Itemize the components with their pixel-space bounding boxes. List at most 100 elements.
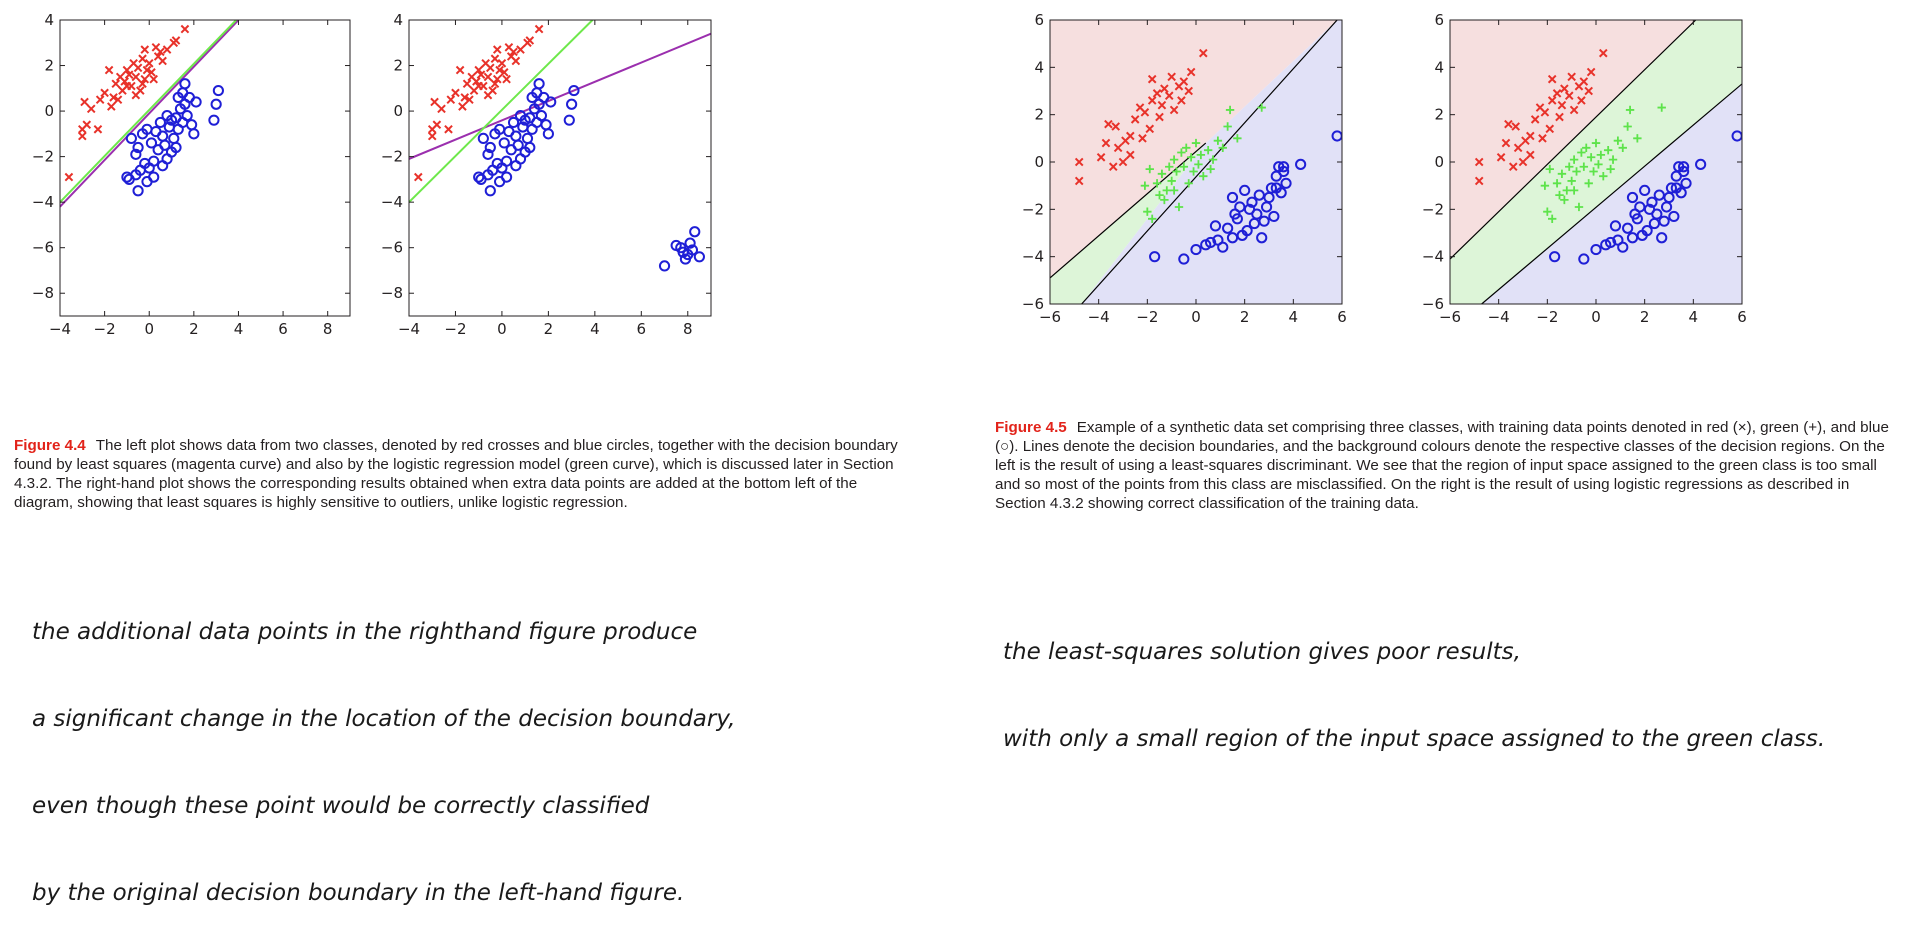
- y-tick-label: −4: [381, 193, 403, 211]
- data-point-red-cross: [78, 131, 87, 141]
- data-point-red-cross: [534, 24, 544, 34]
- data-point-green-plus: [1574, 202, 1584, 212]
- data-point-green-plus: [1145, 164, 1154, 174]
- data-point-blue-circle: [1639, 184, 1651, 196]
- data-point-green-plus: [1162, 186, 1171, 195]
- note-right: the least-squares solution gives poor re…: [1003, 580, 1825, 783]
- data-point-green-plus: [1579, 162, 1589, 171]
- data-point-green-plus: [1594, 160, 1603, 169]
- data-point-red-cross: [1567, 72, 1576, 82]
- data-point-red-cross: [1513, 143, 1523, 153]
- data-point-blue-circle: [1229, 208, 1241, 220]
- y-tick-label: −6: [1422, 295, 1444, 313]
- data-point-red-cross: [158, 56, 167, 66]
- data-point-green-plus: [1606, 164, 1615, 174]
- data-point-red-cross: [113, 95, 123, 104]
- plot-area: [1450, 20, 1742, 304]
- x-tick-label: −4: [1488, 308, 1510, 326]
- x-tick-label: 0: [497, 320, 507, 338]
- decision-boundary-line: [1450, 20, 1697, 260]
- data-point-blue-circle: [181, 110, 193, 122]
- data-point-red-cross: [1147, 74, 1157, 84]
- data-point-blue-circle: [1178, 253, 1190, 265]
- data-point-red-cross: [1474, 176, 1484, 186]
- data-point-blue-circle: [693, 251, 705, 263]
- data-point-blue-circle: [1617, 241, 1629, 253]
- data-point-blue-circle: [212, 84, 224, 97]
- data-point-blue-circle: [510, 130, 522, 142]
- data-point-blue-circle: [179, 78, 191, 90]
- x-tick-label: 0: [1591, 308, 1601, 326]
- data-point-blue-circle: [1626, 191, 1639, 204]
- data-point-green-plus: [1203, 145, 1213, 155]
- data-point-blue-circle: [132, 185, 144, 197]
- data-point-red-cross: [1557, 100, 1567, 110]
- data-point-green-plus: [1143, 207, 1152, 216]
- data-point-red-cross: [100, 88, 109, 98]
- data-point-red-cross: [1118, 157, 1128, 167]
- data-point-green-plus: [1206, 164, 1215, 174]
- data-point-red-cross: [458, 102, 467, 111]
- data-point-blue-circle: [1695, 158, 1707, 170]
- data-point-red-cross: [138, 79, 147, 89]
- data-point-red-cross: [474, 65, 483, 75]
- logistic-regression-line: [409, 20, 594, 203]
- x-tick-label: −2: [94, 320, 116, 338]
- x-tick-label: −2: [1536, 308, 1558, 326]
- data-point-blue-circle: [145, 137, 158, 149]
- data-point-red-cross: [162, 45, 172, 54]
- data-point-blue-circle: [1590, 243, 1602, 256]
- data-point-red-cross: [1164, 91, 1174, 101]
- data-point-green-plus: [1184, 179, 1193, 188]
- y-tick-label: 2: [1434, 106, 1444, 124]
- data-point-green-plus: [1557, 169, 1567, 179]
- data-point-blue-circle: [208, 114, 220, 126]
- data-point-red-cross: [1564, 91, 1574, 101]
- fig4-5-left-plot: −6 −4 −2 0 2 4 6 −6 −4 −2 0 2 4 6: [1022, 11, 1347, 326]
- decision-region-blue: [1081, 20, 1342, 304]
- data-point-blue-circle: [540, 119, 552, 131]
- data-point-green-plus: [1608, 155, 1618, 164]
- data-point-blue-circle: [1680, 177, 1692, 189]
- data-point-green-plus: [1569, 155, 1579, 164]
- data-point-blue-circle: [1643, 203, 1656, 215]
- data-point-blue-circle: [1226, 191, 1239, 204]
- data-point-red-cross: [499, 68, 509, 77]
- figure-4-5-label: Figure 4.5: [995, 419, 1067, 436]
- data-point-green-plus: [1599, 172, 1608, 181]
- data-point-red-cross: [151, 43, 161, 52]
- data-point-red-cross: [492, 45, 502, 54]
- note-left-line: even though these point would be correct…: [32, 793, 650, 819]
- note-right-line: with only a small region of the input sp…: [1003, 726, 1826, 752]
- decision-region-green: [1450, 20, 1742, 304]
- data-point-red-cross: [516, 45, 525, 54]
- data-point-green-plus: [1152, 179, 1162, 188]
- data-point-red-cross: [1579, 77, 1589, 86]
- data-point-green-plus: [1584, 179, 1593, 188]
- y-tick-label: −6: [32, 239, 54, 257]
- data-point-red-cross: [1074, 157, 1084, 167]
- y-tick-label: 0: [1434, 153, 1444, 171]
- data-point-blue-circle: [1278, 161, 1290, 173]
- data-point-blue-circle: [507, 116, 520, 129]
- y-tick-label: −6: [1022, 295, 1044, 313]
- data-point-red-cross: [465, 95, 474, 104]
- x-tick-label: 0: [144, 320, 154, 338]
- data-point-red-cross: [476, 70, 486, 79]
- data-point-green-plus: [1613, 136, 1623, 145]
- data-point-red-cross: [180, 24, 190, 34]
- plot-area: [1050, 20, 1342, 304]
- data-point-green-plus: [1165, 162, 1174, 171]
- data-point-blue-circle: [190, 96, 202, 108]
- x-tick-label: 2: [544, 320, 554, 338]
- data-point-blue-circle: [1222, 222, 1234, 234]
- data-point-blue-circle: [1236, 229, 1248, 241]
- data-point-red-cross: [486, 63, 495, 73]
- data-point-blue-circle: [482, 148, 494, 160]
- x-tick-label: 2: [189, 320, 199, 338]
- data-point-blue-circle: [121, 171, 133, 183]
- note-left-line: a significant change in the location of …: [32, 706, 736, 732]
- data-point-red-cross: [1508, 162, 1518, 172]
- data-point-red-cross: [1586, 67, 1596, 77]
- data-point-blue-circle: [1549, 251, 1561, 263]
